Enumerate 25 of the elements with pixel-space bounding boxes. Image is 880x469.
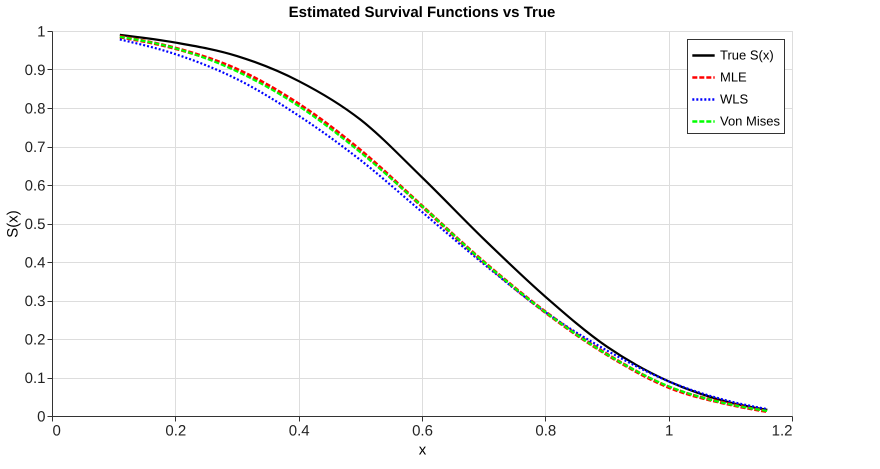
legend-label: MLE (720, 70, 748, 84)
y-axis-title: S(x) (4, 210, 22, 238)
x-tick-label: 0.8 (535, 422, 556, 440)
y-tick-label: 0.6 (24, 178, 46, 194)
x-tick-label: 0.4 (288, 422, 310, 440)
y-tick-label: 0.8 (24, 100, 46, 118)
y-tick-label: 0.2 (24, 332, 46, 348)
y-tick-label: 1 (37, 24, 46, 40)
legend-label: Von Mises (720, 114, 780, 128)
x-axis-title: x (418, 442, 427, 458)
legend-label: True S(x) (720, 48, 774, 62)
y-tick-label: 0.3 (24, 293, 46, 310)
y-tick-label: 0.7 (24, 139, 46, 156)
chart-title: Estimated Survival Functions vs True (288, 4, 556, 21)
x-tick-label: 1.2 (772, 422, 792, 440)
x-tick-label: 0 (52, 422, 61, 440)
y-tick-label: 0.9 (24, 62, 46, 79)
legend-label: WLS (720, 92, 748, 106)
x-tick-label: 0.2 (165, 422, 186, 440)
y-tick-label: 0.4 (24, 254, 46, 272)
x-tick-label: 0.6 (412, 422, 433, 440)
y-tick-label: 0.5 (24, 216, 46, 233)
y-tick-label: 0 (37, 408, 46, 426)
y-tick-label: 0.1 (24, 370, 46, 387)
x-tick-label: 1 (664, 422, 674, 440)
